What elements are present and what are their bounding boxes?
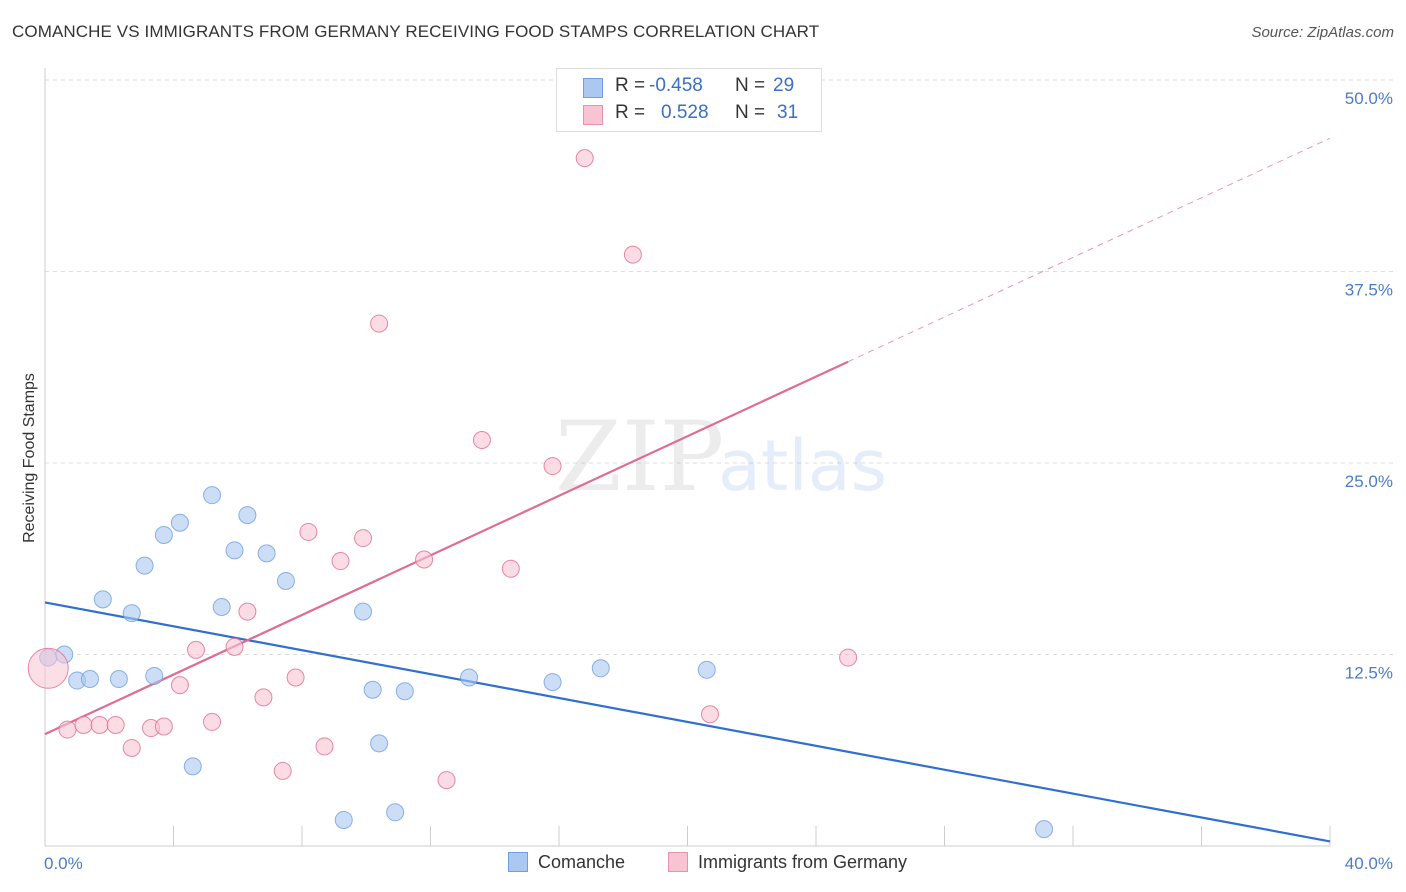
point-germany	[170, 676, 189, 695]
point-comanche	[1035, 820, 1054, 839]
point-germany	[186, 640, 205, 659]
point-germany	[203, 712, 222, 731]
correlation-legend: R = -0.458 N = 29 R = 0.528 N = 31	[556, 68, 822, 132]
trend-line-extension	[847, 137, 1331, 363]
legend-n-value: 31	[777, 102, 799, 123]
legend-r-value: -0.458	[649, 75, 703, 96]
point-comanche	[276, 571, 295, 590]
point-comanche	[145, 666, 164, 685]
legend-swatch-germany	[668, 852, 688, 872]
point-comanche	[135, 556, 154, 575]
grid-lines	[45, 79, 1395, 655]
legend-label-comanche: Comanche	[538, 852, 626, 872]
point-comanche	[238, 506, 257, 525]
point-germany	[225, 637, 244, 656]
point-germany	[154, 717, 173, 736]
point-comanche	[460, 668, 479, 687]
point-comanche	[183, 757, 202, 776]
point-germany	[122, 738, 141, 757]
x-tick-label: 0.0%	[44, 854, 83, 873]
legend-n-label: N =	[735, 102, 771, 123]
legend-item-comanche[interactable]: Comanche	[508, 852, 625, 873]
point-germany	[27, 647, 69, 689]
point-germany	[354, 529, 373, 548]
point-germany	[74, 715, 93, 734]
point-germany	[286, 668, 305, 687]
point-comanche	[122, 604, 141, 623]
legend-n-label: N =	[735, 75, 771, 96]
point-comanche	[225, 541, 244, 560]
point-germany	[106, 715, 125, 734]
point-germany	[575, 149, 594, 168]
point-comanche	[109, 670, 128, 689]
y-tick-label: 25.0%	[1345, 472, 1393, 491]
data-points	[27, 80, 1054, 839]
point-germany	[299, 522, 318, 541]
point-comanche	[203, 486, 222, 505]
trend-line	[44, 601, 1331, 843]
point-comanche	[370, 734, 389, 753]
watermark: ZIP atlas	[555, 401, 887, 513]
point-germany	[543, 457, 562, 476]
point-germany	[90, 715, 109, 734]
source-credit: Source: ZipAtlas.com	[1251, 24, 1394, 41]
watermark-atlas: atlas	[718, 425, 887, 507]
legend-r-label: R =	[615, 75, 651, 96]
point-germany	[501, 559, 520, 578]
point-comanche	[386, 803, 405, 822]
point-comanche	[257, 544, 276, 563]
x-tick-label: 40.0%	[1345, 854, 1393, 873]
point-germany	[238, 602, 257, 621]
point-germany	[315, 737, 334, 756]
point-comanche	[170, 513, 189, 532]
point-germany	[58, 720, 77, 739]
series-legend: Comanche Immigrants from Germany	[0, 852, 1406, 878]
legend-r-label: R =	[615, 102, 651, 123]
point-germany	[623, 245, 642, 264]
point-germany	[273, 761, 292, 780]
point-comanche	[395, 682, 414, 701]
point-comanche	[334, 810, 353, 829]
point-germany	[472, 431, 491, 450]
point-comanche	[591, 659, 610, 678]
point-comanche	[93, 590, 112, 609]
tick-labels: 12.5% 25.0% 37.5% 50.0% 0.0% 40.0%	[44, 89, 1393, 873]
point-germany	[370, 314, 389, 333]
legend-swatch-comanche	[508, 852, 528, 872]
legend-swatch-germany	[583, 105, 603, 125]
legend-item-germany[interactable]: Immigrants from Germany	[668, 852, 907, 873]
y-tick-label: 37.5%	[1345, 281, 1393, 300]
point-comanche	[543, 673, 562, 692]
trend-lines	[44, 137, 1331, 843]
point-comanche	[212, 598, 231, 617]
legend-n-value: 29	[773, 75, 795, 96]
y-tick-label: 12.5%	[1345, 664, 1393, 683]
point-comanche	[154, 526, 173, 545]
chart-title: COMANCHE VS IMMIGRANTS FROM GERMANY RECE…	[12, 22, 820, 41]
legend-label-germany: Immigrants from Germany	[698, 852, 908, 872]
axes	[44, 68, 1331, 847]
y-axis-label: Receiving Food Stamps	[21, 373, 38, 543]
point-comanche	[697, 660, 716, 679]
point-germany	[331, 552, 350, 571]
y-tick-label: 50.0%	[1345, 89, 1393, 108]
point-germany	[254, 688, 273, 707]
point-germany	[437, 771, 456, 790]
trend-line	[44, 360, 849, 736]
point-comanche	[80, 670, 99, 689]
point-germany	[415, 550, 434, 569]
point-germany	[839, 648, 858, 667]
legend-swatch-comanche	[583, 78, 603, 98]
legend-r-value: 0.528	[661, 102, 709, 123]
point-germany	[700, 705, 719, 724]
point-comanche	[354, 602, 373, 621]
point-comanche	[363, 680, 382, 699]
watermark-zip: ZIP	[555, 401, 724, 513]
